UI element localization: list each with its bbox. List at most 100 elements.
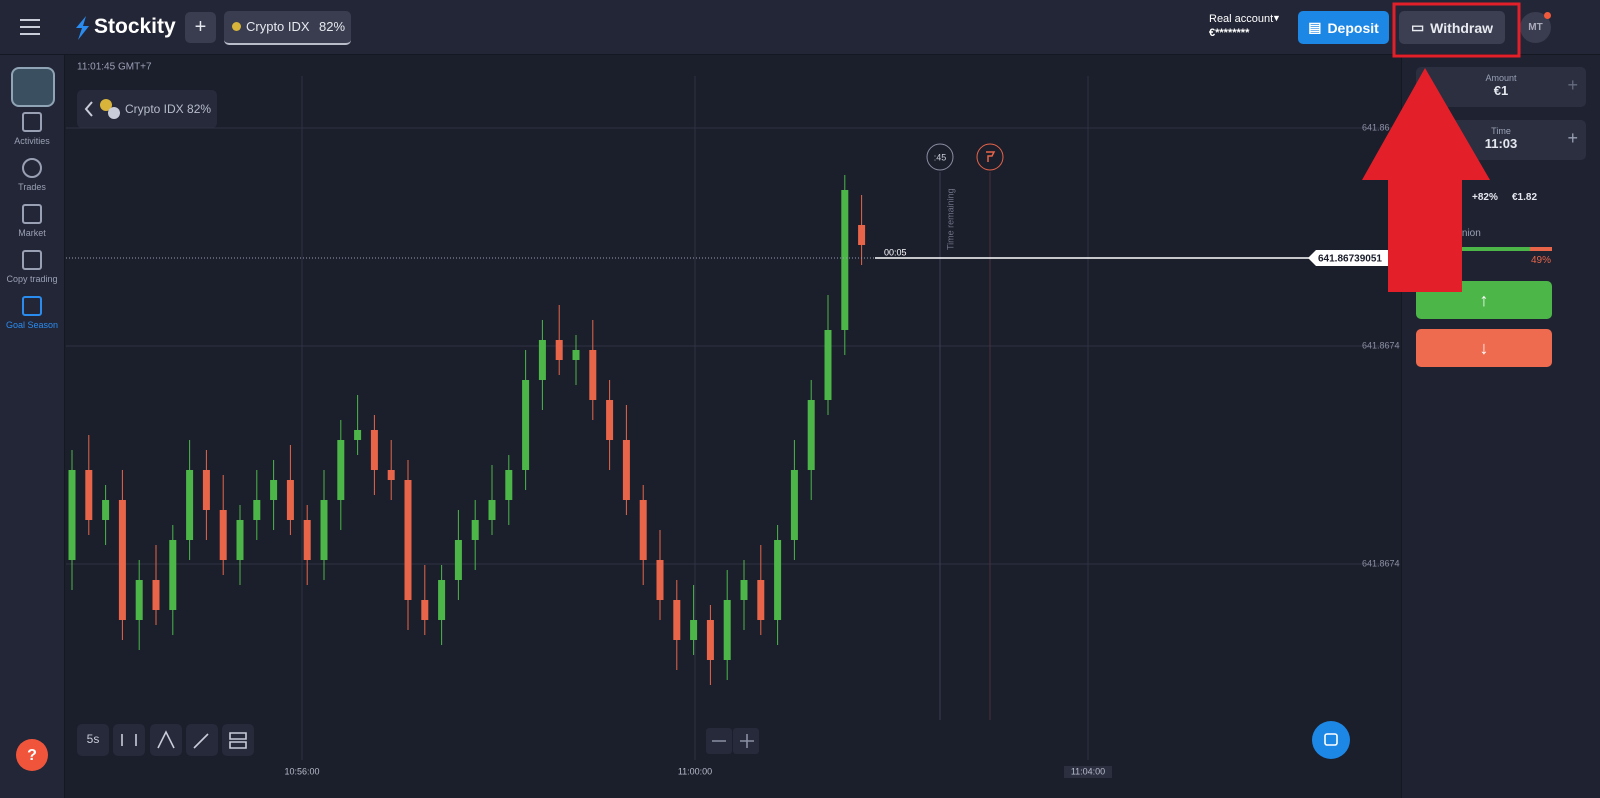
timeframe-button[interactable] <box>77 724 109 756</box>
withdraw-label: Withdraw <box>1430 19 1494 36</box>
y-tick-label: 641.8674 <box>1362 558 1400 568</box>
candle-body <box>471 520 479 540</box>
header: Stockity + Crypto IDX 82% Real account ▼… <box>0 0 1600 55</box>
brand-logo <box>76 16 89 40</box>
add-asset-button[interactable]: + <box>185 12 216 43</box>
candle-body <box>118 500 126 620</box>
calendar-icon <box>1324 733 1338 746</box>
candle-body <box>387 470 395 480</box>
candle-body <box>606 400 614 440</box>
toolbar-icons <box>121 730 247 749</box>
sidebar: Activities Trades Market Copy trading Goal S… <box>0 55 65 798</box>
candle-body <box>202 470 210 510</box>
time: 11:03 <box>1484 136 1518 151</box>
asset-tab[interactable]: Crypto IDX 82% <box>224 11 351 45</box>
candle-body <box>538 340 546 380</box>
candle-body <box>757 580 765 620</box>
candle-body <box>690 620 698 640</box>
avatar-badge <box>1544 12 1551 19</box>
amount-box[interactable]: Amount €1 + <box>1416 67 1586 107</box>
amount-plus[interactable]: + <box>1567 75 1578 95</box>
amount-label: Amount <box>1485 73 1517 83</box>
asset-badge-label: Crypto IDX 82% <box>125 102 211 116</box>
time-plus[interactable]: + <box>1567 128 1578 148</box>
candle-body <box>706 620 714 660</box>
opinion-label: ty opinion <box>1438 228 1481 239</box>
candle-body <box>454 540 462 580</box>
candle-body <box>505 470 513 500</box>
sidebar-item[interactable]: Goal Season <box>0 296 64 330</box>
chart-type-button[interactable] <box>113 724 145 756</box>
amount: €1 <box>1493 83 1509 98</box>
earnings-percent: +82% <box>1472 192 1498 203</box>
asset-name: Crypto IDX <box>246 19 310 34</box>
help-button[interactable] <box>16 739 48 771</box>
menu-icon[interactable] <box>18 17 44 37</box>
promo-thumbnail[interactable] <box>11 67 55 107</box>
candle-body <box>286 480 294 520</box>
earnings-label: rnings <box>1430 192 1458 203</box>
deposit-button[interactable]: ▤ Deposit <box>1298 11 1389 44</box>
candle-body <box>589 350 597 400</box>
time-remaining-label: Time remaining <box>945 188 955 250</box>
trade-panel: Amount €1 + Time 11:03 + rnings +82% €1.… <box>1401 55 1600 798</box>
earnings-value: €1.82 <box>1512 192 1538 203</box>
chart: 11:01:45 GMT+7 Crypto IDX 82% 641.86 641.… <box>16 62 1400 778</box>
candle-body <box>354 430 362 440</box>
candle-body <box>723 600 731 660</box>
layout-button[interactable] <box>222 724 254 756</box>
candle-body <box>841 190 849 330</box>
candle-body <box>68 470 76 560</box>
sidebar-label: Copy trading <box>6 274 58 284</box>
candle-body <box>858 225 866 245</box>
sidebar-item[interactable]: Activities <box>0 112 64 146</box>
candle-body <box>522 380 530 470</box>
asset-icon <box>232 22 241 31</box>
candle-body <box>253 500 261 520</box>
candle-body <box>337 440 345 500</box>
candle-body <box>622 440 630 500</box>
y-tick-label: 641.8674 <box>1362 340 1400 350</box>
candle-body <box>639 500 647 560</box>
withdraw-button[interactable]: ▭ Withdraw <box>1399 11 1505 44</box>
countdown: 00:05 <box>884 247 907 257</box>
sidebar-label: Trades <box>18 182 46 192</box>
candle-body <box>488 500 496 520</box>
account-type[interactable]: Real account <box>1209 13 1274 25</box>
sidebar-label: Goal Season <box>5 320 59 330</box>
candle-body <box>102 500 110 520</box>
expiry-seconds: :45 <box>934 152 947 162</box>
brand: Stockity <box>94 15 176 38</box>
account-balance: €******** <box>1209 27 1250 39</box>
sidebar-item[interactable]: Trades <box>0 158 64 192</box>
sidebar-icon <box>22 158 42 178</box>
flag-icon <box>986 151 996 162</box>
candle-body <box>774 540 782 620</box>
candle-body <box>824 330 832 400</box>
calendar-button[interactable] <box>1312 721 1350 759</box>
candle-body <box>169 540 177 610</box>
x-tick-label: 10:56:00 <box>284 766 319 776</box>
x-label-highlight <box>1064 766 1112 778</box>
time-box[interactable]: Time 11:03 + <box>1416 120 1586 160</box>
indicators-button[interactable] <box>150 724 182 756</box>
x-tick-label: 11:00:00 <box>678 766 712 776</box>
chart-clock: 11:01:45 GMT+7 <box>77 62 152 73</box>
candle-body <box>236 520 244 560</box>
account-caret: ▼ <box>1272 13 1281 23</box>
sidebar-label: Activities <box>14 136 50 146</box>
sidebar-item[interactable]: Copy trading <box>0 250 64 284</box>
up-button[interactable]: ↑ <box>1416 281 1552 319</box>
candle-body <box>370 430 378 470</box>
candle-body <box>219 510 227 560</box>
candle-body <box>135 580 143 620</box>
sidebar-icon <box>22 250 42 270</box>
candle-body <box>438 580 446 620</box>
sidebar-icon <box>22 204 42 224</box>
candle-body <box>303 520 311 560</box>
candle-body <box>421 600 429 620</box>
candle-body <box>740 580 748 600</box>
zoom-icons <box>712 734 754 748</box>
down-button[interactable]: ↓ <box>1416 329 1552 367</box>
sidebar-item[interactable]: Market <box>0 204 64 238</box>
